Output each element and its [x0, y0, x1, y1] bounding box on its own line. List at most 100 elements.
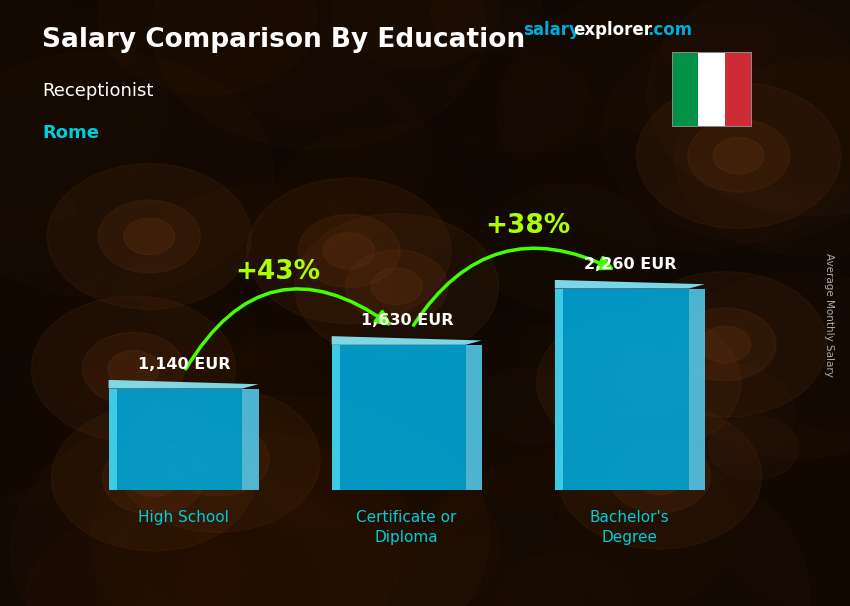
Polygon shape — [555, 280, 705, 288]
Circle shape — [31, 296, 235, 442]
Circle shape — [652, 0, 850, 188]
Circle shape — [258, 459, 500, 606]
Circle shape — [558, 407, 850, 606]
Text: .com: .com — [648, 21, 693, 39]
Bar — [699, 52, 725, 127]
Text: 1,140 EUR: 1,140 EUR — [139, 357, 230, 372]
Circle shape — [709, 416, 799, 480]
Circle shape — [25, 0, 292, 161]
Bar — [332, 345, 466, 490]
Circle shape — [108, 351, 159, 387]
Circle shape — [0, 238, 95, 353]
Circle shape — [0, 479, 242, 606]
Circle shape — [588, 346, 690, 419]
Text: 1,630 EUR: 1,630 EUR — [361, 313, 454, 328]
Circle shape — [614, 364, 665, 401]
Bar — [109, 388, 242, 490]
Circle shape — [387, 211, 488, 283]
Circle shape — [0, 351, 404, 606]
Circle shape — [558, 404, 762, 549]
Circle shape — [332, 0, 500, 68]
Circle shape — [100, 433, 417, 606]
Circle shape — [537, 310, 741, 455]
Circle shape — [652, 363, 795, 465]
FancyArrowPatch shape — [186, 289, 388, 369]
Circle shape — [128, 460, 179, 496]
Circle shape — [26, 515, 255, 606]
Circle shape — [433, 324, 694, 510]
Circle shape — [494, 553, 634, 606]
Polygon shape — [466, 345, 482, 490]
Circle shape — [648, 0, 850, 215]
Circle shape — [298, 215, 400, 287]
Circle shape — [470, 384, 591, 470]
Polygon shape — [242, 388, 258, 490]
Circle shape — [324, 233, 375, 269]
Bar — [725, 52, 752, 127]
Circle shape — [394, 445, 809, 606]
Circle shape — [82, 333, 184, 405]
Circle shape — [180, 453, 586, 606]
Circle shape — [623, 271, 827, 417]
Circle shape — [431, 0, 541, 52]
Circle shape — [55, 342, 377, 571]
Circle shape — [0, 11, 145, 181]
Circle shape — [526, 100, 808, 301]
Circle shape — [0, 0, 160, 90]
Circle shape — [99, 200, 201, 273]
Circle shape — [477, 184, 655, 311]
Text: salary: salary — [523, 21, 580, 39]
Circle shape — [362, 0, 668, 154]
Circle shape — [49, 543, 148, 606]
Circle shape — [324, 124, 501, 249]
Circle shape — [770, 424, 850, 506]
Bar — [109, 388, 116, 490]
Bar — [555, 288, 563, 490]
Circle shape — [10, 410, 400, 606]
Circle shape — [480, 240, 597, 322]
Circle shape — [295, 214, 499, 359]
Bar — [555, 288, 689, 490]
Circle shape — [133, 185, 391, 369]
Text: +38%: +38% — [485, 213, 570, 239]
Circle shape — [0, 322, 322, 552]
Circle shape — [498, 0, 850, 250]
Circle shape — [0, 0, 148, 110]
Circle shape — [151, 0, 485, 149]
Circle shape — [446, 418, 736, 606]
Circle shape — [130, 497, 277, 602]
Circle shape — [700, 326, 751, 362]
Circle shape — [96, 479, 388, 606]
Circle shape — [160, 211, 356, 350]
Circle shape — [0, 0, 167, 228]
Circle shape — [711, 428, 850, 606]
Polygon shape — [332, 336, 482, 345]
Circle shape — [477, 367, 583, 444]
Circle shape — [217, 285, 521, 502]
Circle shape — [634, 458, 685, 494]
FancyArrowPatch shape — [414, 248, 611, 325]
Circle shape — [90, 395, 490, 606]
Circle shape — [674, 308, 776, 381]
Circle shape — [0, 290, 178, 504]
Circle shape — [103, 442, 205, 514]
Text: Receptionist: Receptionist — [42, 82, 154, 100]
Circle shape — [113, 176, 437, 407]
Circle shape — [0, 52, 274, 296]
Circle shape — [124, 218, 175, 255]
Circle shape — [167, 423, 269, 496]
Circle shape — [123, 45, 429, 262]
Circle shape — [52, 405, 256, 551]
Circle shape — [114, 454, 515, 606]
Text: explorer: explorer — [574, 21, 653, 39]
Bar — [332, 345, 340, 490]
Circle shape — [637, 83, 841, 228]
Text: Rome: Rome — [42, 124, 99, 142]
Circle shape — [244, 50, 620, 319]
Circle shape — [669, 272, 850, 458]
Circle shape — [135, 331, 493, 587]
Text: +43%: +43% — [235, 259, 320, 285]
Circle shape — [116, 387, 320, 532]
Circle shape — [261, 284, 616, 537]
Text: Certificate or
Diploma: Certificate or Diploma — [356, 510, 456, 545]
